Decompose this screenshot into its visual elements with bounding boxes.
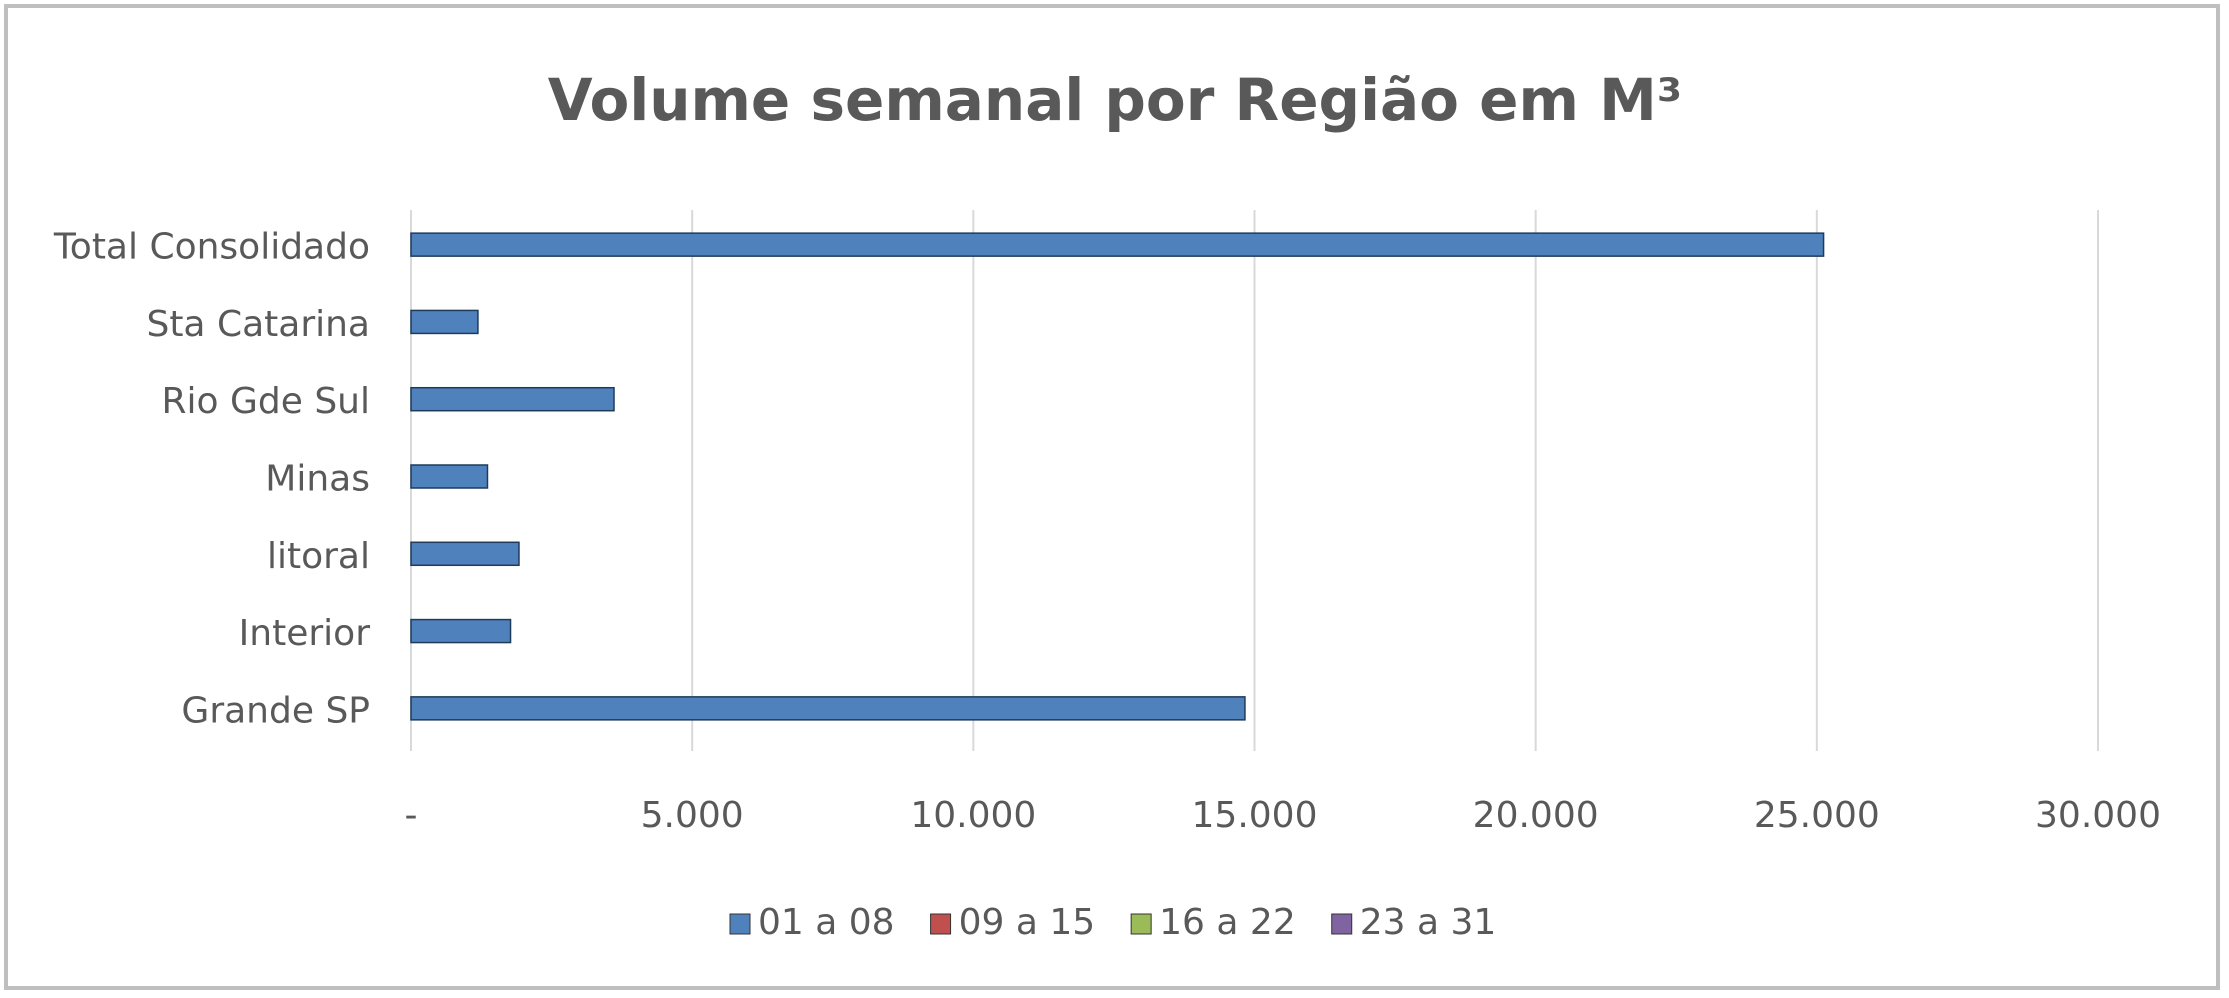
legend-label: 23 a 31	[1360, 902, 1497, 943]
x-tick-label: 5.000	[641, 795, 744, 836]
y-tick-label: Interior	[239, 613, 371, 654]
bar	[410, 618, 512, 644]
bar	[410, 232, 1825, 257]
y-tick-label: Grande SP	[181, 690, 370, 731]
legend-label: 01 a 08	[758, 902, 895, 943]
legend-marker	[729, 913, 751, 935]
legend-label: 16 a 22	[1159, 902, 1296, 943]
legend-marker	[930, 913, 952, 935]
x-tick-label: 20.000	[1473, 795, 1599, 836]
bar	[410, 386, 615, 412]
chart-frame	[4, 4, 2220, 990]
x-tick-label: 10.000	[910, 795, 1036, 836]
bar	[410, 464, 489, 489]
y-tick-label: Sta Catarina	[146, 304, 370, 345]
legend-marker	[1130, 913, 1152, 935]
x-tick-label: -	[405, 795, 418, 836]
x-tick-label: 15.000	[1192, 795, 1318, 836]
y-tick-label: litoral	[267, 536, 370, 577]
y-tick-label: Total Consolidado	[53, 227, 370, 268]
x-tick-label: 25.000	[1754, 795, 1880, 836]
x-tick-label: 30.000	[2035, 795, 2161, 836]
chart-title: Volume semanal por Região em M³	[548, 66, 1682, 134]
y-tick-label: Minas	[265, 459, 370, 500]
legend-label: 09 a 15	[959, 902, 1096, 943]
y-tick-label: Rio Gde Sul	[162, 381, 371, 422]
bar	[410, 541, 520, 567]
legend-marker	[1331, 913, 1353, 935]
bar	[410, 696, 1246, 721]
bar	[410, 309, 479, 335]
